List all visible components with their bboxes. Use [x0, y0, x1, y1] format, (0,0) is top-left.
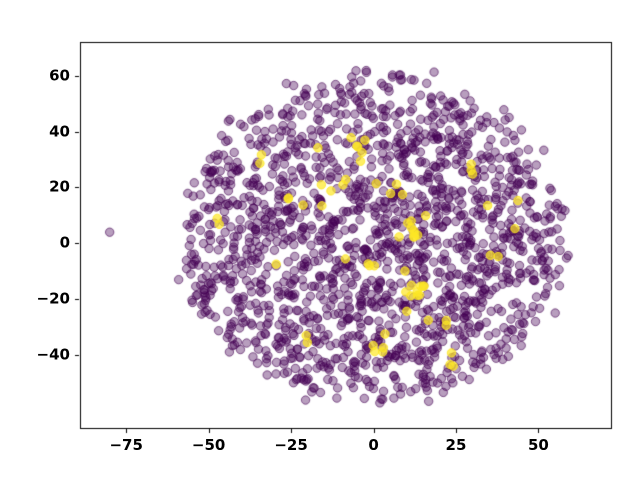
y-tick-label: 0 [59, 233, 70, 252]
y-tick-label: −20 [36, 289, 70, 308]
y-tick-label: 60 [49, 66, 70, 85]
x-tick-label: −25 [274, 436, 308, 454]
x-tick-label: 25 [445, 436, 467, 454]
x-tick-label: −75 [109, 436, 143, 454]
y-tick-label: −40 [36, 345, 70, 364]
y-tick-label: 20 [49, 177, 70, 196]
x-tick-label: 0 [368, 436, 379, 454]
y-tick-label: 40 [49, 122, 70, 140]
x-tick-label: 50 [528, 436, 549, 454]
x-tick-label: −50 [191, 436, 226, 454]
